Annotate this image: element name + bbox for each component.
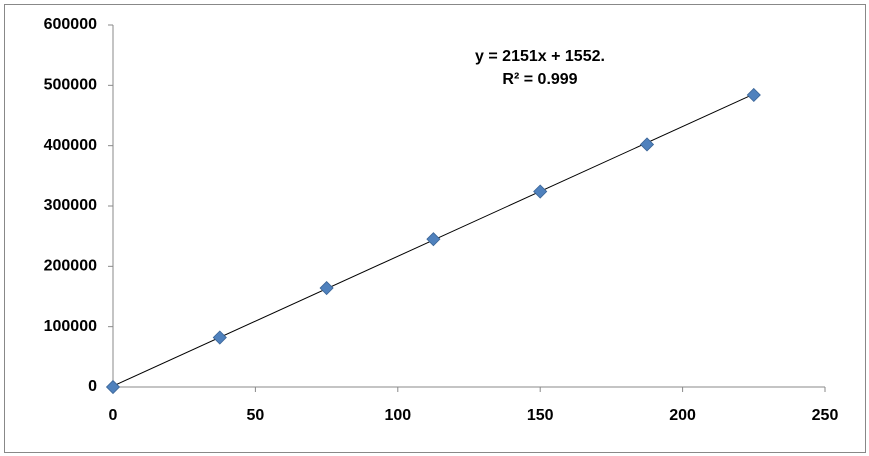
x-tick-label: 0 [109, 407, 118, 424]
chart-border [4, 4, 866, 453]
x-tick-label: 100 [384, 407, 411, 424]
r-squared-label: R² = 0.999 [502, 71, 577, 88]
x-tick-label: 250 [812, 407, 839, 424]
data-point [533, 184, 548, 199]
data-point [426, 232, 441, 247]
data-point [212, 330, 227, 345]
y-tick-label: 0 [88, 378, 97, 395]
y-tick-label: 400000 [44, 137, 97, 154]
y-tick-label: 300000 [44, 197, 97, 214]
data-point [105, 379, 121, 395]
y-tick-label: 200000 [44, 258, 97, 275]
x-tick-label: 50 [247, 407, 265, 424]
x-tick-label: 200 [669, 407, 696, 424]
equation-label: y = 2151x + 1552. [475, 48, 605, 65]
y-tick-label: 600000 [44, 16, 97, 33]
data-point [319, 280, 334, 296]
x-tick-label: 150 [527, 407, 554, 424]
y-tick-label: 500000 [44, 77, 97, 94]
data-point [639, 137, 655, 152]
data-point [746, 87, 761, 103]
y-tick-label: 100000 [44, 318, 97, 335]
